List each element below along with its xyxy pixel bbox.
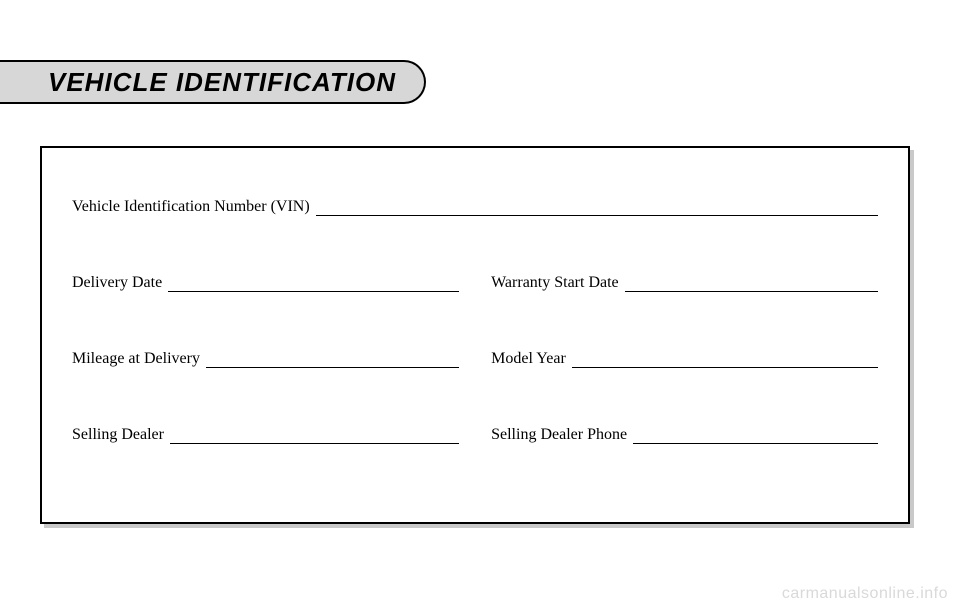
line-delivery-date[interactable] [168,277,459,292]
row-delivery-warranty: Delivery Date Warranty Start Date [72,274,878,292]
label-selling-dealer-phone: Selling Dealer Phone [491,426,633,444]
vehicle-id-form: Vehicle Identification Number (VIN) Deli… [40,146,910,524]
line-mileage[interactable] [206,353,459,368]
field-model-year: Model Year [491,350,878,368]
label-delivery-date: Delivery Date [72,274,168,292]
row-vin: Vehicle Identification Number (VIN) [72,198,878,216]
label-model-year: Model Year [491,350,572,368]
field-selling-dealer: Selling Dealer [72,426,459,444]
section-header-band: VEHICLE IDENTIFICATION [0,60,426,104]
field-mileage: Mileage at Delivery [72,350,459,368]
label-mileage: Mileage at Delivery [72,350,206,368]
line-vin[interactable] [316,201,878,216]
field-selling-dealer-phone: Selling Dealer Phone [491,426,878,444]
row-mileage-model: Mileage at Delivery Model Year [72,350,878,368]
line-selling-dealer-phone[interactable] [633,429,878,444]
section-title: VEHICLE IDENTIFICATION [48,67,396,98]
watermark-text: carmanualsonline.info [782,585,948,603]
field-warranty-start: Warranty Start Date [491,274,878,292]
line-selling-dealer[interactable] [170,429,459,444]
line-model-year[interactable] [572,353,878,368]
row-dealer: Selling Dealer Selling Dealer Phone [72,426,878,444]
label-warranty-start: Warranty Start Date [491,274,625,292]
line-warranty-start[interactable] [625,277,878,292]
page: VEHICLE IDENTIFICATION Vehicle Identific… [0,0,960,611]
field-delivery-date: Delivery Date [72,274,459,292]
label-vin: Vehicle Identification Number (VIN) [72,198,316,216]
label-selling-dealer: Selling Dealer [72,426,170,444]
field-vin: Vehicle Identification Number (VIN) [72,198,878,216]
